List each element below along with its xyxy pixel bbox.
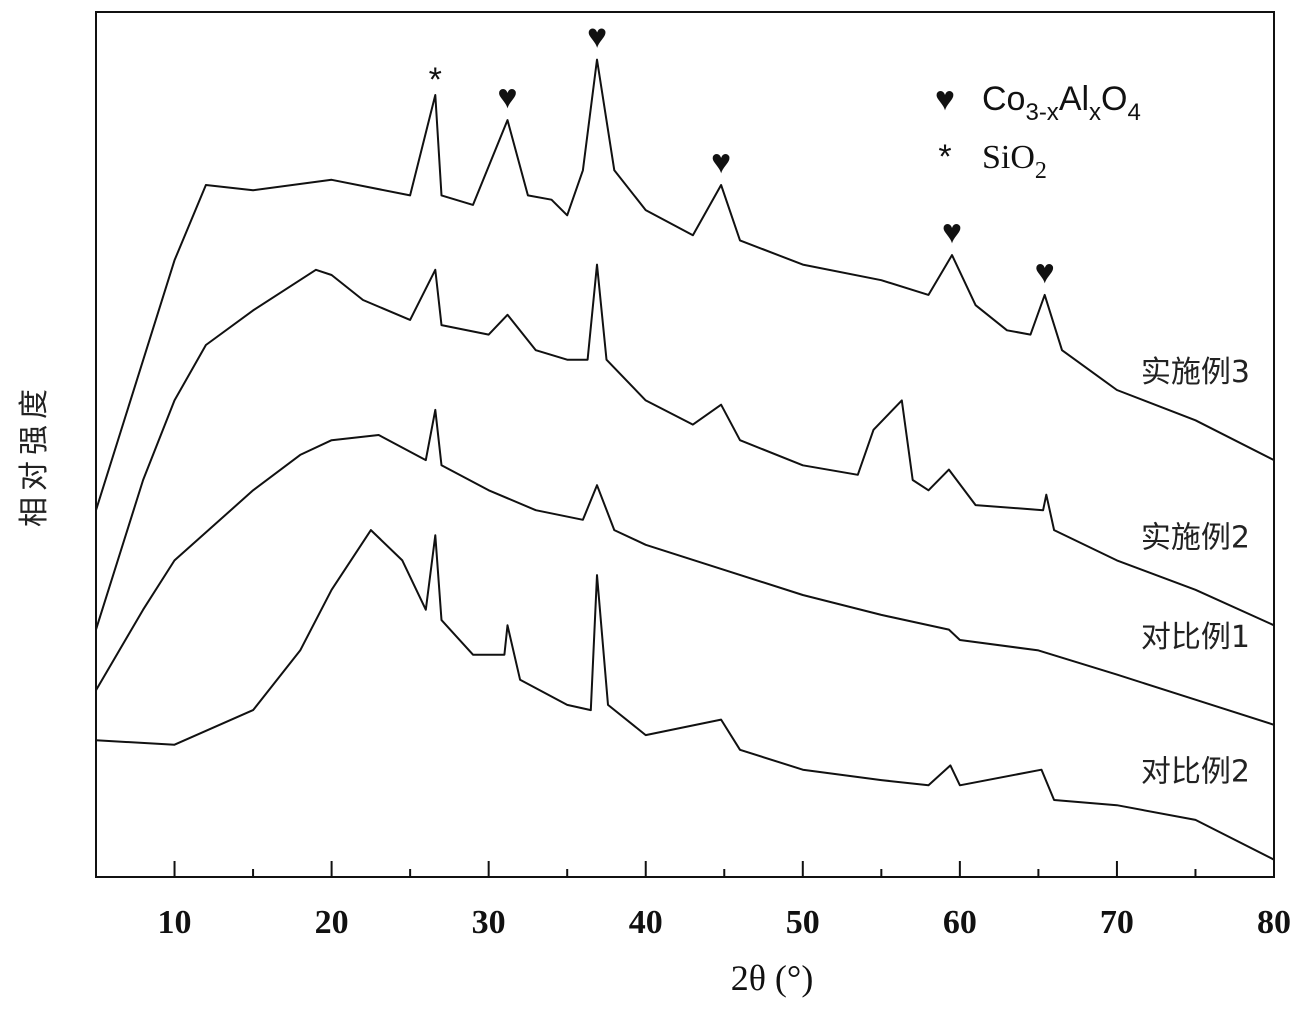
- legend-subscript: 4: [1128, 99, 1141, 126]
- legend-text: Co: [982, 80, 1025, 118]
- peak-marker: ♥: [942, 213, 962, 251]
- x-tick-label: 50: [786, 904, 820, 941]
- legend-text: SiO: [982, 139, 1035, 176]
- legend-text: O: [1101, 80, 1127, 118]
- x-tick-label: 80: [1257, 904, 1291, 941]
- x-tick-label: 60: [943, 904, 977, 941]
- peak-marker: ♥: [497, 78, 517, 116]
- legend-label: SiO2: [982, 139, 1047, 184]
- legend-subscript: x: [1089, 99, 1101, 126]
- legend-text: Al: [1059, 80, 1089, 118]
- x-tick-label: 40: [629, 904, 663, 941]
- chart: 2θ (°) 相对强度 10 20 30 40 50 60 70 80 实施例3 实施例2 对比例1…: [0, 0, 1311, 1021]
- peak-marker: *: [429, 61, 442, 99]
- legend-label: Co3-xAlxO4: [982, 80, 1141, 126]
- xrd-line: [96, 265, 1274, 630]
- xrd-line: [96, 530, 1274, 860]
- peak-marker: ♥: [587, 18, 607, 56]
- x-tick-label: 30: [472, 904, 506, 941]
- y-axis-title: 相对强度: [17, 383, 52, 527]
- legend-subscript: 2: [1035, 158, 1047, 184]
- plot-frame: [96, 12, 1274, 877]
- x-tick-label: 10: [158, 904, 192, 941]
- xrd-line: [96, 410, 1274, 725]
- series-label: 实施例2: [1141, 520, 1250, 555]
- legend-subscript: 3-x: [1025, 99, 1058, 126]
- peak-marker: ♥: [711, 143, 731, 181]
- peak-marker: ♥: [1035, 253, 1055, 291]
- legend-symbol: *: [938, 138, 951, 176]
- x-axis-title: 2θ (°): [731, 958, 814, 998]
- series-label: 对比例2: [1141, 755, 1250, 790]
- legend-symbol: ♥: [935, 80, 955, 118]
- series-label: 实施例3: [1141, 355, 1250, 390]
- x-tick-label: 20: [315, 904, 349, 941]
- x-tick-label: 70: [1100, 904, 1134, 941]
- series-label: 对比例1: [1141, 620, 1250, 655]
- xrd-line: [96, 60, 1274, 511]
